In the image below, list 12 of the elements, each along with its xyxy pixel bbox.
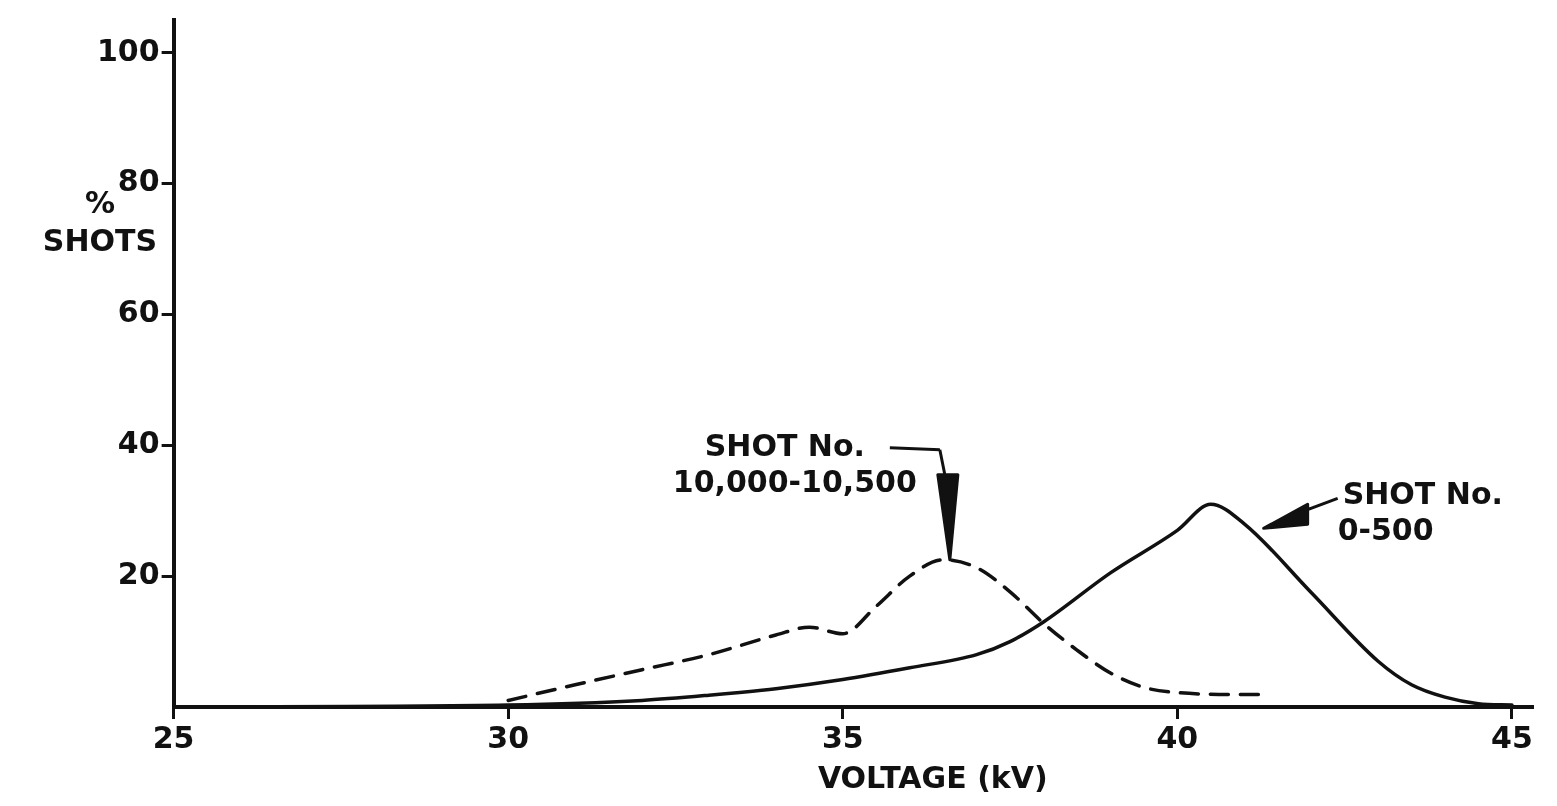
x-tick-label: 35 [821, 719, 864, 755]
y-tick-label: 20 [117, 555, 160, 591]
x-axis-title: VOLTAGE (kV) [817, 759, 1048, 795]
x-tick-label: 45 [1491, 719, 1533, 755]
y-tick-label: 100 [97, 32, 160, 68]
x-tick-label: 40 [1156, 719, 1199, 755]
y-tick-label: 40 [117, 425, 160, 461]
annotation: SHOT No. 0-500 [1337, 476, 1503, 548]
x-tick-label: 30 [487, 719, 530, 755]
x-tick-label: 25 [152, 719, 195, 755]
y-tick-label: 60 [117, 294, 160, 330]
annotation: SHOT No. 10,000-10,500 [672, 427, 917, 499]
